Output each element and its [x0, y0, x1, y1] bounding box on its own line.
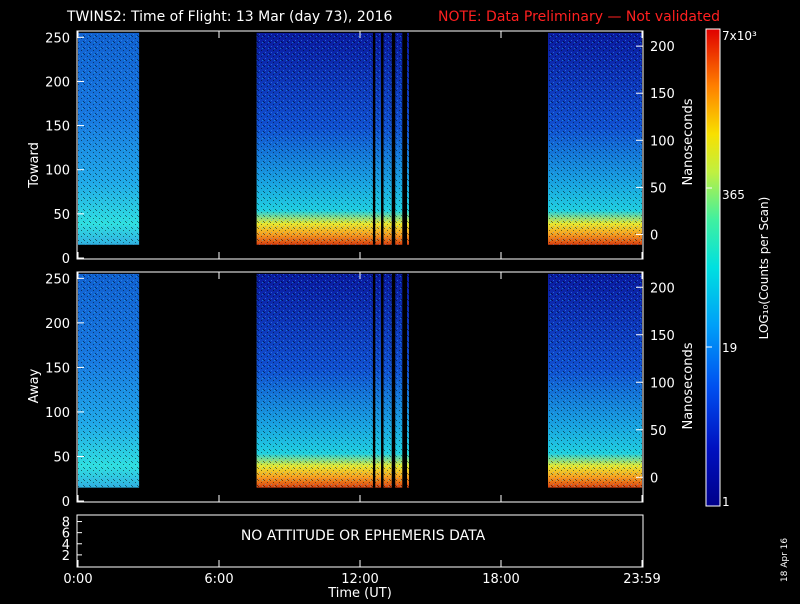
- toward-axis-label: Toward: [27, 142, 42, 189]
- left-y-tick-label: 150: [45, 120, 70, 135]
- right-y-tick-label: 100: [650, 134, 675, 149]
- right-y-tick-label: 50: [650, 424, 667, 439]
- colorbar-tick-19: 19: [722, 341, 737, 355]
- left-y-tick-label: 200: [45, 75, 70, 90]
- left-y-tick-label: 0: [62, 495, 70, 510]
- date-stamp: 18 Apr 16: [780, 538, 790, 582]
- toward-spectrogram: [78, 32, 642, 245]
- x-tick-label: 6:00: [204, 572, 233, 587]
- right-y-tick-label: 200: [650, 40, 675, 55]
- bottom-y-tick-label: 2: [62, 549, 70, 564]
- right-y-tick-label: 50: [650, 181, 667, 196]
- figure-title: TWINS2: Time of Flight: 13 Mar (day 73),…: [66, 9, 393, 25]
- colorbar-label: LOG₁₀(Counts per Scan): [757, 197, 771, 340]
- bottom-y-tick-label: 4: [62, 538, 70, 553]
- left-y-tick-label: 50: [53, 208, 70, 223]
- right-y-tick-label: 0: [650, 228, 658, 243]
- spectrogram-noise: [548, 273, 642, 488]
- x-axis-label: Time (UT): [327, 586, 392, 600]
- spectrogram-noise: [383, 273, 392, 488]
- x-tick-label: 0:00: [63, 572, 92, 587]
- colorbar-tick-top: 7x10³: [722, 29, 757, 43]
- data-gap: [372, 32, 376, 245]
- spectrogram-noise: [548, 32, 642, 245]
- spectrogram-noise: [256, 32, 382, 245]
- left-y-tick-label: 250: [45, 272, 70, 287]
- left-y-tick-label: 150: [45, 361, 70, 376]
- no-data-message: NO ATTITUDE OR EPHEMERIS DATA: [241, 528, 486, 544]
- spectrogram-noise: [383, 32, 392, 245]
- right-y-tick-label: 150: [650, 329, 675, 344]
- left-y-tick-label: 50: [53, 450, 70, 465]
- left-y-tick-label: 200: [45, 317, 70, 332]
- left-y-tick-label: 100: [45, 406, 70, 421]
- colorbar: [705, 28, 721, 507]
- axes-group: 0501001502002500501001502000501001502002…: [45, 31, 675, 587]
- spectrogram-noise: [395, 32, 403, 245]
- spectrogram-noise: [256, 273, 382, 488]
- x-tick-label: 18:00: [482, 572, 519, 587]
- right-y-tick-label: 150: [650, 87, 675, 102]
- spectrogram-noise: [78, 32, 140, 245]
- away-spectrogram: [78, 273, 642, 488]
- data-gap: [381, 32, 384, 245]
- right-y-tick-label: 0: [650, 471, 658, 486]
- spectrogram-noise: [407, 273, 409, 488]
- right-y-tick-label: 200: [650, 281, 675, 296]
- away-axis-label: Away: [27, 368, 42, 403]
- left-y-tick-label: 250: [45, 31, 70, 46]
- bottom-y-tick-label: 6: [62, 527, 70, 542]
- toward-right-axis-label: Nanoseconds: [681, 98, 696, 185]
- colorbar-tick-1: 1: [722, 495, 730, 509]
- spectrogram-noise: [407, 32, 409, 245]
- left-y-tick-label: 0: [62, 252, 70, 267]
- spectrogram-noise: [395, 273, 403, 488]
- away-right-axis-label: Nanoseconds: [681, 342, 696, 429]
- x-tick-label: 12:00: [341, 572, 378, 587]
- left-y-tick-label: 100: [45, 164, 70, 179]
- preliminary-note: NOTE: Data Preliminary — Not validated: [438, 9, 720, 25]
- data-gap: [381, 273, 384, 488]
- x-tick-label: 23:59: [623, 572, 660, 587]
- bottom-y-tick-label: 8: [62, 516, 70, 531]
- spectrogram-noise: [78, 273, 140, 488]
- data-gap: [372, 273, 376, 488]
- colorbar-tick-365: 365: [722, 188, 745, 202]
- right-y-tick-label: 100: [650, 376, 675, 391]
